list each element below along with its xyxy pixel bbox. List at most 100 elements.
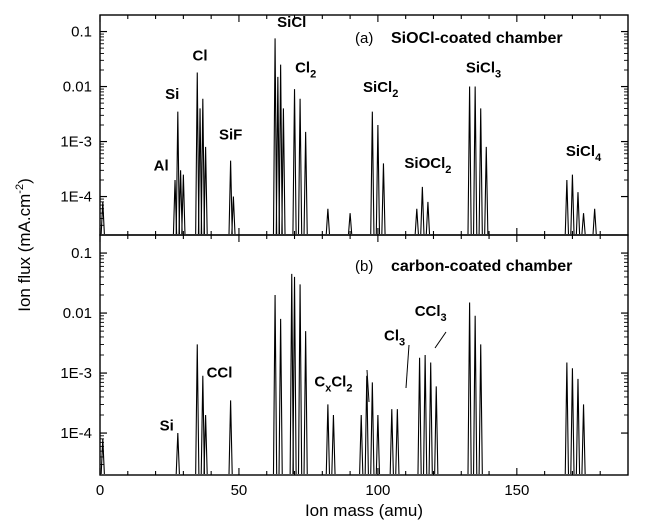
x-tick-label-2: 100 (365, 482, 390, 499)
panel-a-ticks: 0.1 0.01 1E-3 1E-4 (60, 15, 628, 236)
x-tick-label-3: 150 (504, 482, 529, 499)
panel-b-peak-24 (467, 302, 472, 475)
panel-b-label-0: Si (160, 418, 174, 435)
panel-b-ytick-label-3: 1E-4 (60, 425, 92, 442)
panel-b-peak-1 (175, 433, 180, 475)
panel-a-title-text: SiOCl-coated chamber (391, 30, 563, 47)
panel-b-peak-18 (389, 409, 394, 475)
panel-b-peak-4 (203, 414, 208, 475)
panel-b-ticks: 0.1 0.01 1E-3 1E-4 (60, 235, 628, 476)
panel-b-peak-11 (303, 331, 308, 475)
x-tick-label-1: 50 (231, 482, 248, 499)
panel-a-peak-22 (381, 163, 386, 235)
panel-b-peak-15 (364, 375, 369, 475)
panel-b-peak-14 (359, 414, 364, 475)
panel-b-peak-29 (575, 378, 581, 475)
panel-b-peak-5 (228, 400, 233, 475)
panel-a-title-prefix: (a) (355, 30, 373, 47)
panel-a-peak-12 (275, 76, 281, 235)
panel-b-peak-22 (428, 362, 433, 475)
panel-a: (a) SiOCl-coated chamber 0.1 0.01 1E-3 1E-4… (60, 14, 629, 236)
panel-a-peak-7 (200, 98, 205, 235)
panel-b-peak-7 (278, 318, 283, 475)
panel-b-peak-26 (478, 344, 483, 475)
panel-b-spectrum (100, 273, 586, 475)
panel-b-peak-8 (289, 273, 294, 475)
panel-a-peak-31 (570, 174, 575, 235)
panel-a-peak-24 (420, 186, 425, 235)
x-axis-label: Ion mass (amu) (305, 501, 423, 520)
panel-a-ytick-label-1: 0.01 (63, 79, 92, 96)
panel-b-label-1: CCl (207, 364, 233, 381)
panel-b-peak-27 (564, 362, 570, 475)
panel-b-peak-28 (570, 368, 575, 475)
panel-a-peak-19 (347, 213, 353, 235)
panel-a-peak-6 (197, 108, 203, 235)
annotation-arrows (366, 331, 447, 403)
panel-a-peak-27 (473, 86, 478, 235)
panel-a-peak-13 (278, 64, 283, 235)
panel-a-peak-28 (478, 108, 483, 235)
panel-a-label-2: Cl (193, 47, 208, 64)
panel-a-peak-4 (181, 174, 186, 235)
panel-a-peak-30 (564, 179, 570, 235)
x-axis-ticks: 0 50 100 150 (96, 482, 530, 499)
panel-a-spectrum (100, 38, 597, 235)
panel-b-peak-3 (200, 375, 205, 475)
panel-b-peak-6 (272, 294, 278, 475)
panel-b-peak-30 (581, 404, 586, 475)
panel-a-peak-0 (100, 201, 105, 235)
panel-a-title: (a) SiOCl-coated chamber (355, 30, 563, 47)
panel-a-peak-20 (370, 111, 375, 235)
panel-b-peak-9 (292, 276, 297, 475)
panel-a-label-6: SiCl2 (363, 79, 398, 100)
panel-b-peak-19 (395, 409, 400, 475)
panel-b-peak-0 (100, 438, 105, 475)
panel-b-peak-2 (195, 344, 200, 475)
panel-a-peak-34 (592, 208, 597, 235)
y-axis-label: Ion flux (mA.cm-2) (14, 178, 34, 312)
arrow-ccl3 (434, 331, 447, 349)
panel-b-title-prefix: (b) (355, 258, 373, 275)
panel-a-peak-21 (375, 124, 381, 235)
panel-a-label-9: SiCl4 (566, 143, 602, 164)
panel-a-peak-2 (175, 111, 180, 235)
panel-b-ytick-label-2: 1E-3 (60, 365, 92, 382)
panel-a-peak-10 (231, 196, 236, 235)
panel-b-annotations: Si CCl CxCl2 Cl3 CCl3 (160, 303, 447, 435)
panel-b-title: (b) carbon-coated chamber (355, 258, 572, 275)
panel-a-peak-32 (575, 192, 581, 235)
panel-b-ytick-label-0: 0.1 (71, 245, 92, 262)
panel-b-peak-10 (297, 284, 303, 475)
panel-b-peak-21 (422, 354, 428, 475)
panel-a-peak-9 (228, 160, 233, 235)
panel-b: (b) carbon-coated chamber 0.1 0.01 1E-3 1E-… (60, 234, 629, 499)
x-tick-label-0: 0 (96, 482, 104, 499)
arrow-cl3 (405, 344, 410, 389)
panel-a-peak-5 (195, 72, 200, 235)
panel-b-label-4: CCl3 (415, 303, 447, 324)
panel-a-label-8: SiCl3 (466, 60, 501, 81)
panel-a-peak-8 (203, 146, 208, 235)
panel-a-peak-29 (484, 146, 489, 235)
panel-a-peak-3 (178, 170, 183, 235)
panel-a-label-5: Cl2 (295, 60, 316, 81)
panel-a-peak-18 (325, 208, 331, 235)
panel-a-label-3: SiF (219, 126, 242, 143)
panel-a-label-4: SiCl (277, 14, 306, 31)
panel-b-peak-17 (375, 414, 381, 475)
panel-b-label-2: CxCl2 (314, 373, 352, 394)
panel-a-peak-33 (581, 213, 586, 235)
panel-a-peak-25 (425, 201, 431, 235)
panel-b-peak-13 (331, 414, 336, 475)
panel-b-ytick-label-1: 0.01 (63, 305, 92, 322)
panel-a-peak-16 (297, 98, 303, 235)
panel-b-label-3: Cl3 (384, 327, 405, 348)
panel-a-ytick-label-3: 1E-4 (60, 189, 92, 206)
panel-a-label-0: Al (154, 157, 169, 174)
panel-a-peak-11 (272, 38, 278, 235)
panel-a-peak-15 (292, 89, 297, 235)
panel-a-peak-26 (467, 86, 472, 235)
